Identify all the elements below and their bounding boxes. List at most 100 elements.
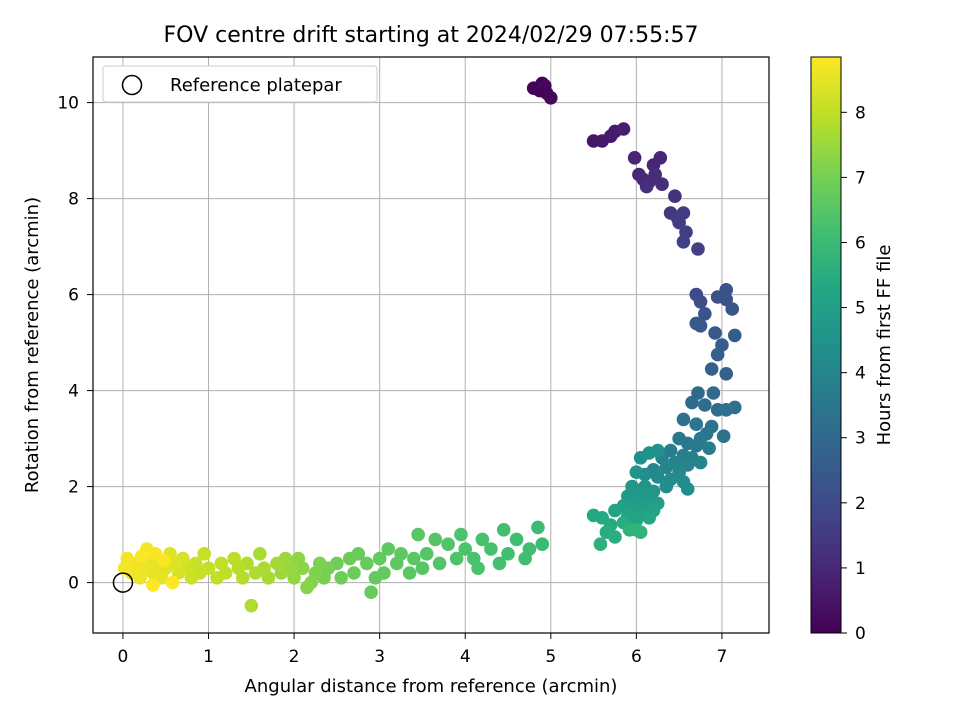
scatter-point <box>535 537 550 551</box>
scatter-point <box>518 551 532 566</box>
legend-box <box>102 65 378 103</box>
y-tick-label: 2 <box>68 478 79 498</box>
legend-label-reference-platepar: Reference platepar <box>170 75 342 96</box>
scatter-point <box>629 513 644 527</box>
scatter-point <box>146 578 160 592</box>
scatter-point <box>458 542 473 556</box>
scatter-point <box>411 527 425 542</box>
scatter-point <box>698 398 712 412</box>
scatter-point <box>659 460 674 475</box>
scatter-point <box>676 412 691 427</box>
x-tick-label: 4 <box>460 647 471 667</box>
scatter-point <box>492 556 507 571</box>
scatter-point <box>702 441 716 456</box>
scatter-point <box>270 556 284 571</box>
x-tick-label: 0 <box>118 647 129 667</box>
grid <box>93 57 769 633</box>
scatter-point <box>117 561 132 575</box>
scatter-point <box>342 551 357 566</box>
x-tick-label: 6 <box>631 647 642 667</box>
x-axis-label: Angular distance from reference (arcmin) <box>245 676 618 697</box>
scatter-point <box>719 283 734 297</box>
colorbar-ticks: 0 1 2 3 4 5 6 7 8 <box>841 103 866 644</box>
colorbar-tick-label: 8 <box>855 103 866 123</box>
scatter-point <box>210 571 224 585</box>
scatter-point <box>650 443 665 458</box>
reference-marker-layer <box>112 572 134 593</box>
chart-title: FOV centre drift starting at 2024/02/29 … <box>164 23 699 48</box>
scatter-point <box>415 561 430 575</box>
x-axis-ticks: 0 1 2 3 4 5 6 7 <box>118 633 728 667</box>
scatter-point <box>716 429 731 444</box>
scatter-point <box>543 91 558 105</box>
colorbar-tick-label: 7 <box>855 168 866 188</box>
scatter-point <box>680 482 695 496</box>
scatter-point <box>698 307 712 321</box>
x-tick-label: 2 <box>289 647 300 667</box>
scatter-point <box>248 566 263 580</box>
scatter-point <box>727 400 742 415</box>
scatter-point <box>668 189 682 203</box>
scatter-point <box>725 302 740 316</box>
legend-open-circle-marker <box>121 74 143 96</box>
scatter-point <box>727 328 742 343</box>
scatter-point <box>608 530 622 544</box>
scatter-point <box>693 319 708 333</box>
scatter-point <box>291 551 306 566</box>
scatter-point <box>685 395 699 410</box>
y-tick-label: 10 <box>57 94 79 114</box>
scatter-point <box>244 598 259 613</box>
scatter-point <box>496 523 511 537</box>
colorbar-tick-label: 1 <box>855 559 866 579</box>
scatter-point <box>627 151 642 165</box>
colorbar-tick-label: 2 <box>855 494 866 514</box>
scatter-point <box>693 295 708 309</box>
scatter-point <box>157 554 171 568</box>
y-axis-label: Rotation from reference (arcmin) <box>22 197 43 493</box>
scatter-point <box>484 542 498 556</box>
colorbar-tick-label: 5 <box>855 299 866 319</box>
scatter-point <box>428 532 443 547</box>
scatter-point <box>372 551 387 566</box>
scatter-point <box>449 551 464 566</box>
scatter-point <box>676 235 691 249</box>
scatter-point <box>629 523 644 537</box>
y-tick-label: 6 <box>68 286 79 306</box>
scatter-point <box>454 527 468 542</box>
x-tick-label: 1 <box>203 647 214 667</box>
scatter-point <box>693 431 708 446</box>
y-tick-label: 4 <box>68 382 79 402</box>
scatter-point <box>300 580 314 595</box>
scatter-point <box>648 167 662 182</box>
scatter-point <box>165 575 180 590</box>
scatter-point <box>710 347 725 362</box>
scatter-point <box>364 585 378 599</box>
scatter-point <box>381 542 396 556</box>
scatter-point <box>616 122 631 136</box>
scatter-point <box>719 367 734 381</box>
x-tick-label: 7 <box>717 647 728 667</box>
scatter-point <box>197 547 212 561</box>
scatter-point <box>708 326 722 340</box>
x-tick-label: 5 <box>545 647 556 667</box>
scatter-point <box>655 177 669 191</box>
colorbar-tick-label: 3 <box>855 429 866 449</box>
scatter-point <box>432 556 447 571</box>
scatter-point <box>704 362 719 376</box>
reference-platepar-marker <box>112 572 134 593</box>
scatter-point <box>227 551 241 566</box>
scatter-point <box>471 561 485 575</box>
colorbar-tick-label: 0 <box>855 624 866 644</box>
scatter-point <box>389 556 404 571</box>
scatter-point <box>672 215 686 230</box>
plot-frame <box>92 56 770 634</box>
x-tick-label: 3 <box>374 647 385 667</box>
scatter-point <box>691 242 705 256</box>
scatter-point <box>608 503 622 518</box>
scatter-point <box>509 532 524 547</box>
scatter-point <box>689 417 704 432</box>
y-tick-label: 8 <box>68 190 79 210</box>
scatter-point <box>334 571 348 585</box>
